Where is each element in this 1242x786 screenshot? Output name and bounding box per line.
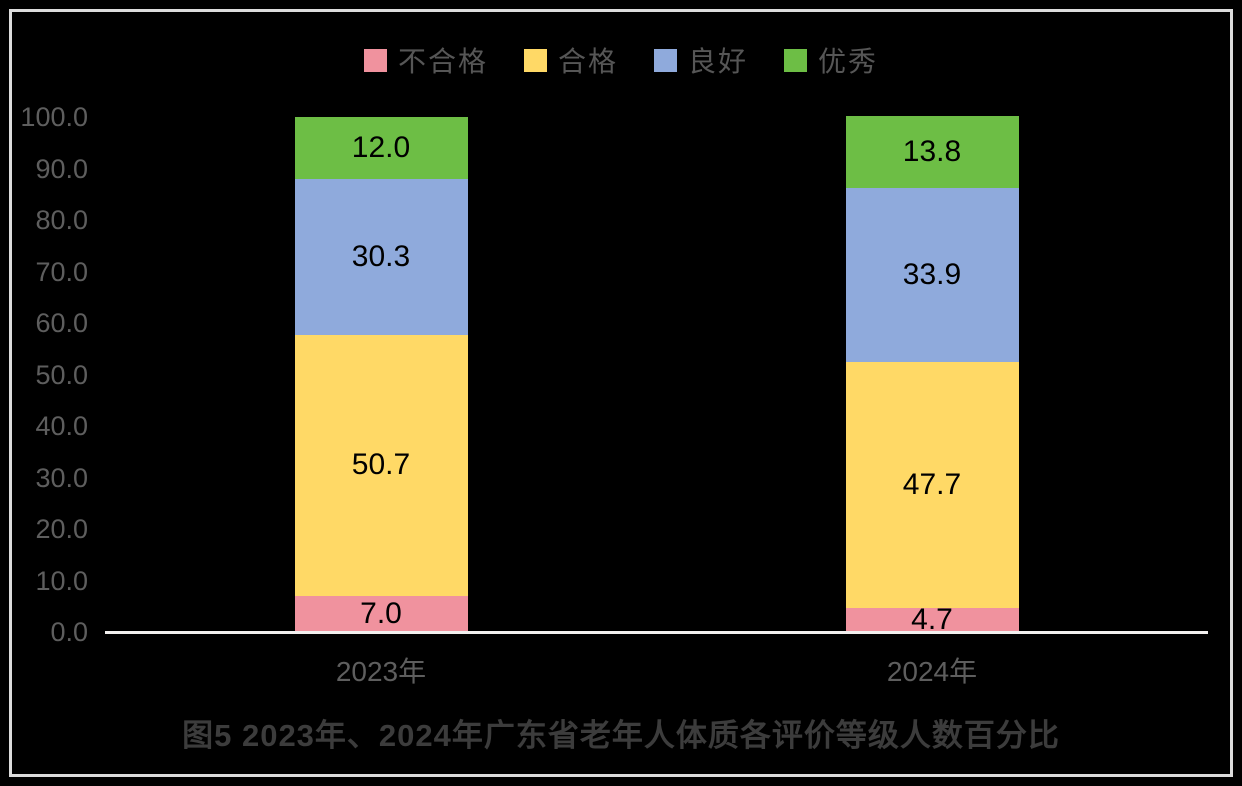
bar-value-label: 4.7: [911, 602, 953, 636]
legend-label: 合格: [557, 46, 618, 77]
legend-label: 良好: [688, 46, 749, 77]
x-axis-category-label: 2024年: [886, 656, 978, 687]
bar-segment-合格-2023年: 50.7: [294, 334, 468, 596]
bar-value-label: 30.3: [351, 239, 411, 273]
x-axis-line: [105, 631, 1208, 634]
y-axis-tick-label: 50.0: [35, 359, 88, 390]
bar-segment-良好-2023年: 30.3: [294, 178, 468, 335]
legend-item: 良好: [654, 40, 748, 80]
bar-segment-合格-2024年: 47.7: [845, 362, 1019, 608]
bar-value-label: 7.0: [360, 596, 402, 630]
legend-swatch-icon: [654, 48, 677, 72]
legend-swatch-icon: [363, 48, 387, 72]
bar-segment-优秀-2024年: 13.8: [845, 116, 1019, 188]
bar-segment-不合格-2023年: 7.0: [294, 595, 468, 632]
y-axis-tick-label: 90.0: [35, 153, 88, 184]
y-axis-tick-label: 20.0: [35, 514, 88, 544]
y-axis-tick-label: 40.0: [35, 411, 88, 441]
legend: 不合格 合格 良好 优秀: [0, 40, 1242, 80]
chart-title: 图5 2023年、2024年广东省老年人体质各评价等级人数百分比: [182, 718, 1060, 753]
x-axis-category-label: 2023年: [335, 656, 427, 687]
legend-item: 优秀: [784, 40, 878, 80]
legend-swatch-icon: [523, 48, 547, 72]
legend-swatch-icon: [784, 48, 808, 72]
bar-value-label: 33.9: [902, 257, 962, 291]
chart-frame: [9, 9, 1233, 777]
bar-segment-良好-2024年: 33.9: [845, 187, 1019, 363]
y-axis-tick-label: 0.0: [50, 617, 88, 647]
legend-item: 不合格: [363, 40, 488, 80]
y-axis-tick-label: 10.0: [35, 565, 88, 596]
legend-label: 不合格: [397, 46, 488, 77]
bar-value-label: 13.8: [902, 135, 962, 169]
y-axis-tick-label: 80.0: [35, 205, 88, 235]
bar-value-label: 47.7: [902, 467, 962, 501]
bar-value-label: 12.0: [351, 130, 411, 164]
bar-segment-不合格-2024年: 4.7: [845, 603, 1019, 636]
y-axis-tick-label: 60.0: [35, 308, 88, 338]
bar-value-label: 50.7: [351, 448, 411, 482]
y-axis-tick-label: 30.0: [35, 462, 88, 493]
legend-label: 优秀: [818, 46, 879, 77]
y-axis-tick-label: 70.0: [35, 256, 88, 287]
bar-segment-优秀-2023年: 12.0: [294, 117, 468, 179]
y-axis-tick-label: 100.0: [20, 102, 88, 132]
legend-item: 合格: [523, 40, 618, 80]
